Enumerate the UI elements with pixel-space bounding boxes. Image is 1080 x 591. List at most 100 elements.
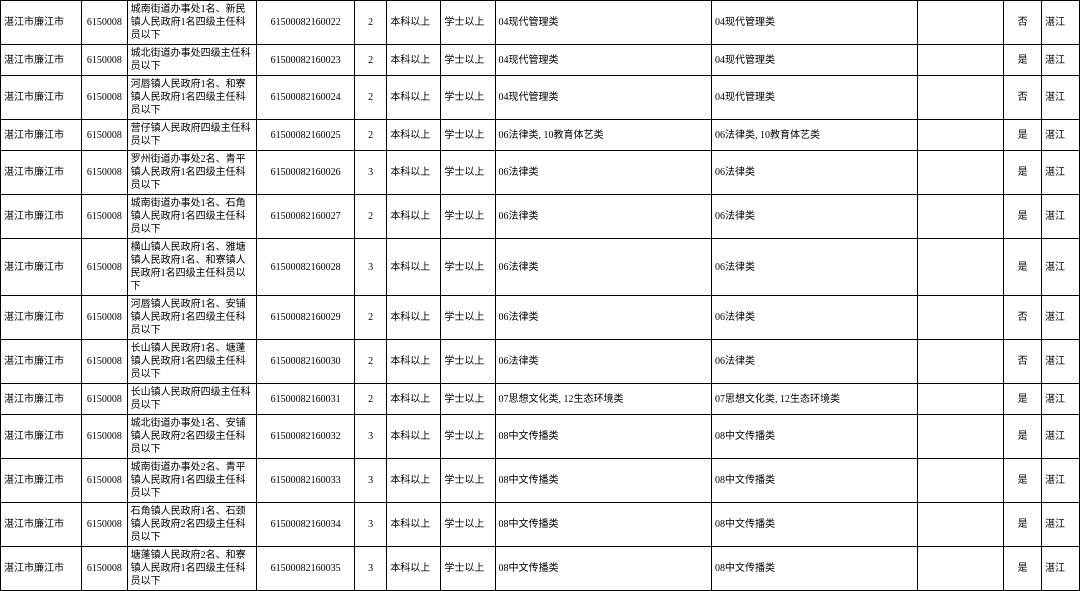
cell-position: 塘蓬镇人民政府2名、和寮镇人民政府1名四级主任科员以下 — [127, 547, 257, 591]
cell-position: 城南街道办事处2名、青平镇人民政府1名四级主任科员以下 — [127, 459, 257, 503]
cell-education: 本科以上 — [387, 415, 441, 459]
cell-degree: 学士以上 — [441, 1, 495, 45]
cell-education: 本科以上 — [387, 384, 441, 415]
cell-flag: 是 — [1004, 45, 1042, 76]
table-row: 湛江市廉江市6150008城南街道办事处2名、青平镇人民政府1名四级主任科员以下… — [1, 459, 1080, 503]
cell-flag: 否 — [1004, 340, 1042, 384]
cell-blank — [917, 239, 1004, 296]
cell-major1: 06法律类 — [495, 340, 711, 384]
cell-position_code: 61500082160034 — [257, 503, 354, 547]
cell-education: 本科以上 — [387, 503, 441, 547]
cell-city: 湛江 — [1042, 1, 1080, 45]
cell-count: 3 — [354, 547, 386, 591]
table-row: 湛江市廉江市6150008河唇镇人民政府1名、安铺镇人民政府1名四级主任科员以下… — [1, 296, 1080, 340]
cell-flag: 是 — [1004, 547, 1042, 591]
cell-count: 3 — [354, 415, 386, 459]
cell-flag: 是 — [1004, 503, 1042, 547]
cell-region_code: 6150008 — [82, 459, 127, 503]
cell-region: 湛江市廉江市 — [1, 503, 82, 547]
cell-education: 本科以上 — [387, 547, 441, 591]
cell-region_code: 6150008 — [82, 384, 127, 415]
cell-position_code: 61500082160022 — [257, 1, 354, 45]
cell-count: 2 — [354, 1, 386, 45]
cell-count: 2 — [354, 45, 386, 76]
cell-position_code: 61500082160029 — [257, 296, 354, 340]
cell-blank — [917, 1, 1004, 45]
cell-flag: 是 — [1004, 415, 1042, 459]
cell-major1: 06法律类, 10教育体艺类 — [495, 120, 711, 151]
cell-position: 石角镇人民政府1名、石颈镇人民政府2名四级主任科员以下 — [127, 503, 257, 547]
cell-position_code: 61500082160032 — [257, 415, 354, 459]
table-row: 湛江市廉江市6150008河唇镇人民政府1名、和寮镇人民政府1名四级主任科员以下… — [1, 76, 1080, 120]
cell-region_code: 6150008 — [82, 120, 127, 151]
cell-blank — [917, 195, 1004, 239]
cell-degree: 学士以上 — [441, 120, 495, 151]
cell-major2: 08中文传播类 — [711, 415, 917, 459]
cell-education: 本科以上 — [387, 1, 441, 45]
cell-position_code: 61500082160031 — [257, 384, 354, 415]
cell-blank — [917, 151, 1004, 195]
cell-city: 湛江 — [1042, 384, 1080, 415]
cell-city: 湛江 — [1042, 151, 1080, 195]
cell-education: 本科以上 — [387, 340, 441, 384]
cell-region: 湛江市廉江市 — [1, 384, 82, 415]
cell-position: 城北街道办事处四级主任科员以下 — [127, 45, 257, 76]
cell-city: 湛江 — [1042, 415, 1080, 459]
cell-major1: 08中文传播类 — [495, 459, 711, 503]
cell-region_code: 6150008 — [82, 296, 127, 340]
cell-blank — [917, 340, 1004, 384]
cell-position: 河唇镇人民政府1名、安铺镇人民政府1名四级主任科员以下 — [127, 296, 257, 340]
cell-major2: 08中文传播类 — [711, 547, 917, 591]
cell-blank — [917, 120, 1004, 151]
cell-major2: 04现代管理类 — [711, 76, 917, 120]
cell-flag: 是 — [1004, 120, 1042, 151]
cell-flag: 是 — [1004, 384, 1042, 415]
cell-major1: 04现代管理类 — [495, 76, 711, 120]
cell-blank — [917, 459, 1004, 503]
cell-blank — [917, 45, 1004, 76]
table-row: 湛江市廉江市6150008横山镇人民政府1名、雅塘镇人民政府1名、和寮镇人民政府… — [1, 239, 1080, 296]
cell-region: 湛江市廉江市 — [1, 1, 82, 45]
cell-blank — [917, 547, 1004, 591]
cell-count: 3 — [354, 459, 386, 503]
cell-major2: 06法律类 — [711, 195, 917, 239]
cell-major2: 07思想文化类, 12生态环境类 — [711, 384, 917, 415]
cell-region: 湛江市廉江市 — [1, 340, 82, 384]
cell-region_code: 6150008 — [82, 151, 127, 195]
cell-education: 本科以上 — [387, 239, 441, 296]
cell-degree: 学士以上 — [441, 151, 495, 195]
cell-position: 长山镇人民政府1名、塘蓬镇人民政府1名四级主任科员以下 — [127, 340, 257, 384]
cell-position: 城北街道办事处1名、安铺镇人民政府2名四级主任科员以下 — [127, 415, 257, 459]
table-row: 湛江市廉江市6150008长山镇人民政府四级主任科员以下615000821600… — [1, 384, 1080, 415]
cell-major1: 04现代管理类 — [495, 45, 711, 76]
cell-position: 城南街道办事处1名、新民镇人民政府1名四级主任科员以下 — [127, 1, 257, 45]
cell-region: 湛江市廉江市 — [1, 239, 82, 296]
table-row: 湛江市廉江市6150008城北街道办事处四级主任科员以下615000821600… — [1, 45, 1080, 76]
cell-blank — [917, 503, 1004, 547]
cell-flag: 是 — [1004, 151, 1042, 195]
cell-region: 湛江市廉江市 — [1, 45, 82, 76]
cell-position_code: 61500082160025 — [257, 120, 354, 151]
cell-major2: 06法律类 — [711, 239, 917, 296]
cell-degree: 学士以上 — [441, 239, 495, 296]
cell-count: 3 — [354, 151, 386, 195]
cell-position: 罗州街道办事处2名、青平镇人民政府1名四级主任科员以下 — [127, 151, 257, 195]
cell-region_code: 6150008 — [82, 547, 127, 591]
cell-count: 2 — [354, 384, 386, 415]
cell-region_code: 6150008 — [82, 76, 127, 120]
cell-region_code: 6150008 — [82, 415, 127, 459]
data-table: 湛江市廉江市6150008城南街道办事处1名、新民镇人民政府1名四级主任科员以下… — [0, 0, 1080, 591]
cell-flag: 否 — [1004, 296, 1042, 340]
table-row: 湛江市廉江市6150008营仔镇人民政府四级主任科员以下615000821600… — [1, 120, 1080, 151]
cell-region_code: 6150008 — [82, 1, 127, 45]
cell-major1: 08中文传播类 — [495, 503, 711, 547]
cell-count: 2 — [354, 296, 386, 340]
cell-major1: 06法律类 — [495, 296, 711, 340]
cell-position_code: 61500082160023 — [257, 45, 354, 76]
table-row: 湛江市廉江市6150008塘蓬镇人民政府2名、和寮镇人民政府1名四级主任科员以下… — [1, 547, 1080, 591]
cell-city: 湛江 — [1042, 547, 1080, 591]
cell-position_code: 61500082160024 — [257, 76, 354, 120]
cell-flag: 是 — [1004, 239, 1042, 296]
cell-region: 湛江市廉江市 — [1, 151, 82, 195]
cell-position_code: 61500082160035 — [257, 547, 354, 591]
